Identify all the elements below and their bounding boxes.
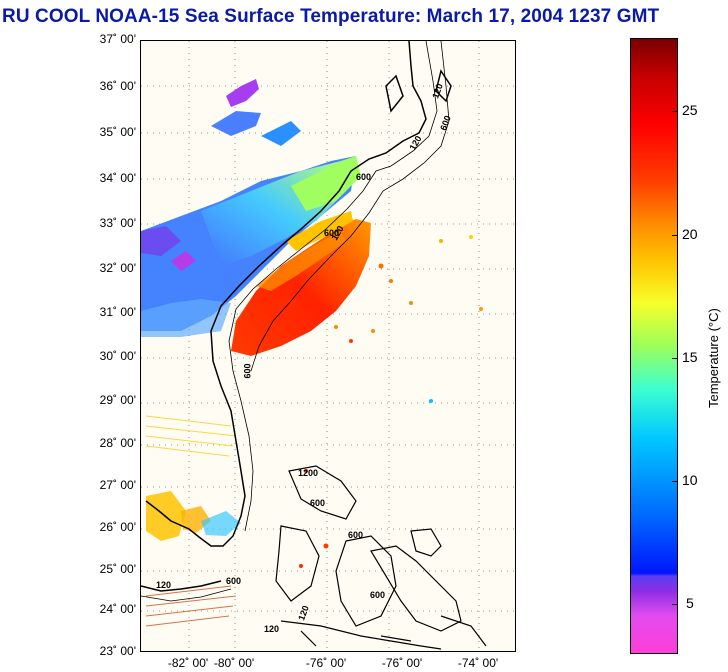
coastline [141, 41, 452, 592]
temperature-colorbar [630, 38, 678, 654]
sst-cold-patches [141, 79, 301, 271]
contour-label: 600 [348, 530, 364, 540]
sst-cool-region [141, 156, 361, 337]
contour-label: 600 [356, 172, 372, 182]
lat-label: 24˚ 00' [99, 602, 136, 616]
lat-label: 37˚ 00' [99, 32, 136, 46]
lat-label: 34˚ 00' [99, 171, 136, 185]
sst-south-patches [145, 399, 433, 627]
lon-label: -76˚ 00' [305, 656, 347, 670]
colorbar-axis-label: Temperature (°C) [706, 308, 721, 408]
lat-label: 32˚ 00' [99, 261, 136, 275]
contour-label: 120 [156, 580, 172, 590]
bathymetry-contours [141, 41, 450, 602]
bahamas-islands [275, 465, 487, 650]
graticule [141, 41, 515, 651]
lon-label: -82˚ 00' [167, 656, 209, 670]
lat-label: 29˚ 00' [99, 393, 136, 407]
colorbar-tick-label: 25 [682, 102, 698, 118]
colorbar-tickmark [672, 604, 678, 605]
colorbar-tick-label: 15 [682, 349, 698, 365]
lat-label: 35˚ 00' [99, 125, 136, 139]
map-title: RU COOL NOAA-15 Sea Surface Temperature:… [2, 6, 660, 27]
contour-label: 600 [242, 363, 253, 379]
contour-label: 1200 [298, 468, 319, 478]
lat-label: 23˚ 00' [99, 644, 136, 658]
colorbar-tickmark [672, 358, 678, 359]
lat-label: 25˚ 00' [99, 562, 136, 576]
sst-map-canvas [141, 41, 515, 651]
lat-label: 28˚ 00' [99, 436, 136, 450]
sst-map[interactable] [140, 40, 516, 652]
lat-label: 31˚ 00' [99, 305, 136, 319]
lat-label: 27˚ 00' [99, 478, 136, 492]
contour-label: 600 [370, 590, 386, 600]
lat-label: 33˚ 00' [99, 216, 136, 230]
colorbar-tickmark [672, 111, 678, 112]
contour-label: 600 [310, 498, 326, 508]
colorbar-tick-label: 5 [686, 595, 694, 611]
colorbar-tick-label: 20 [682, 226, 698, 242]
lon-label: -80˚ 00' [213, 656, 255, 670]
colorbar-tick-label: 10 [682, 472, 698, 488]
contour-label: 120 [264, 624, 280, 634]
lat-label: 30˚ 00' [99, 349, 136, 363]
lat-label: 26˚ 00' [99, 520, 136, 534]
sst-warm-region [231, 211, 483, 356]
contour-label: 600 [324, 228, 340, 238]
contour-label: 600 [226, 576, 242, 586]
lat-label: 36˚ 00' [99, 79, 136, 93]
lon-label: -76˚ 00' [381, 656, 423, 670]
colorbar-tickmark [672, 481, 678, 482]
lon-label: -74˚ 00' [457, 656, 499, 670]
colorbar-tickmark [672, 235, 678, 236]
